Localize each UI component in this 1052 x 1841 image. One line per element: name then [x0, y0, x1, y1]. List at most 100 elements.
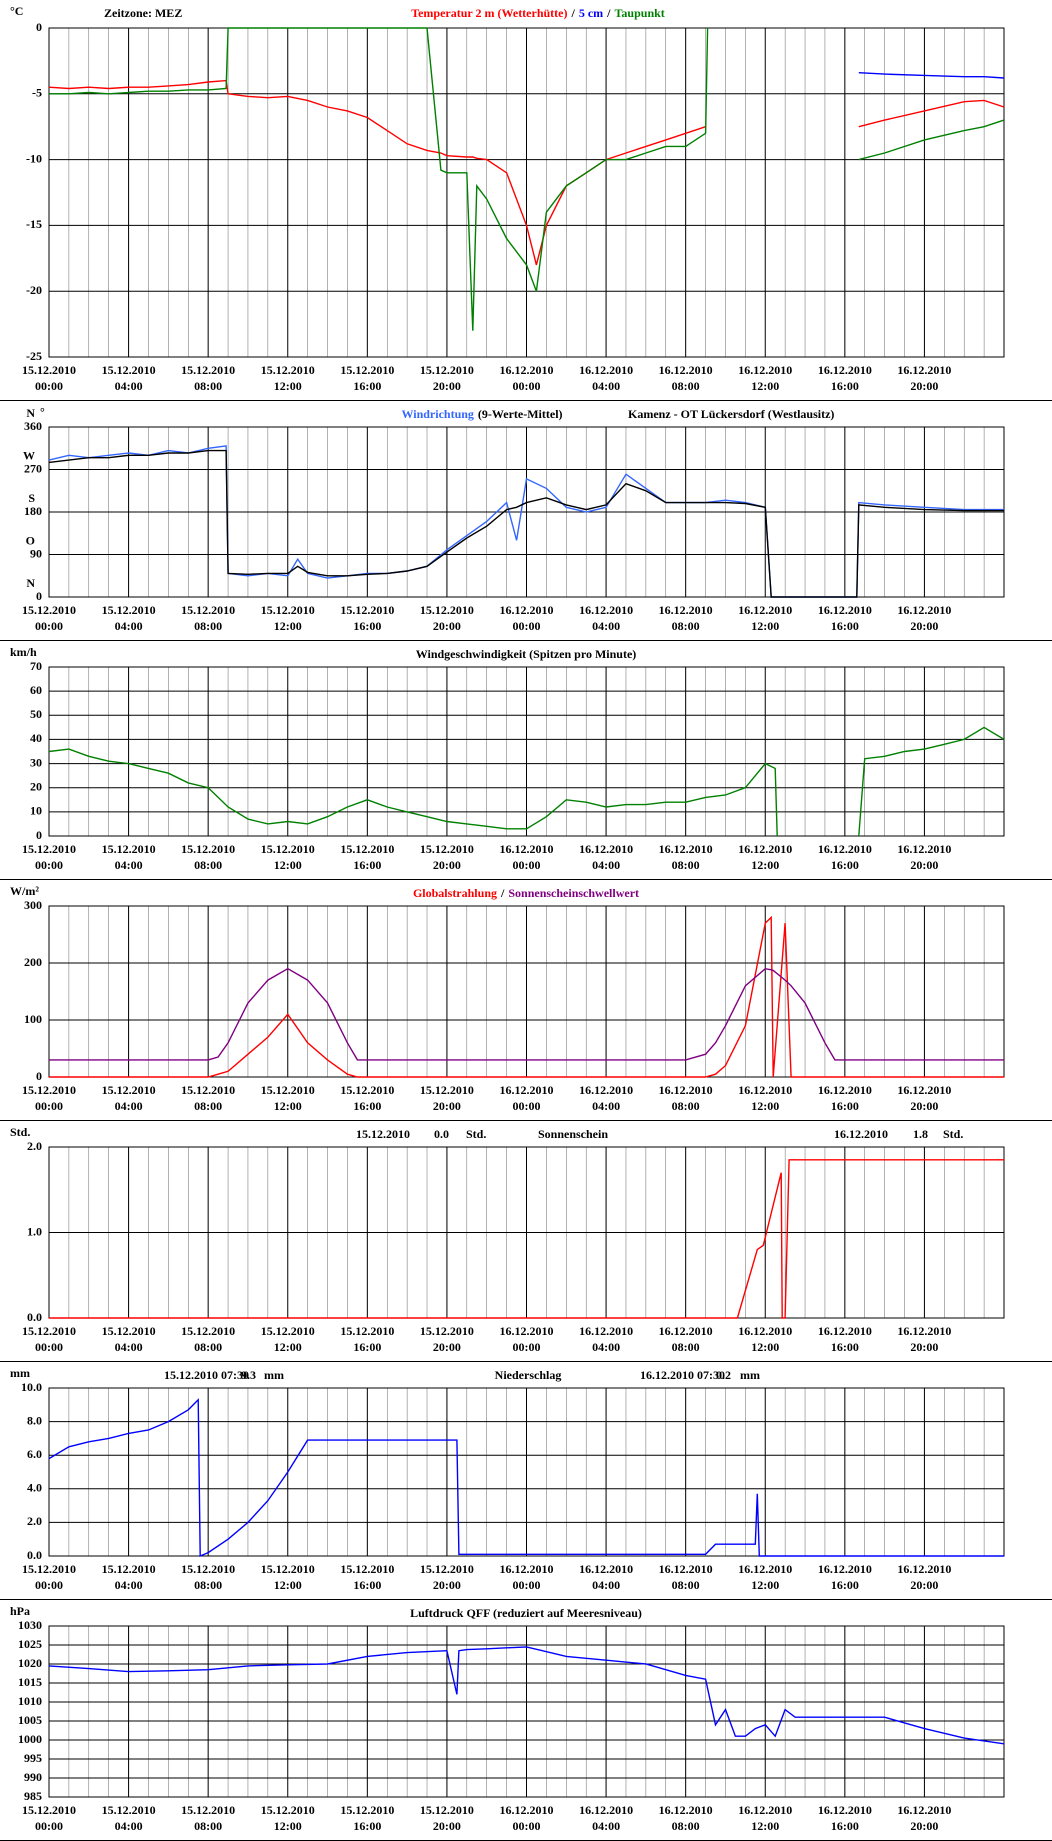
x-tick-label-line: 16:00	[831, 1819, 859, 1833]
y-tick-label: 0.0	[27, 1548, 42, 1562]
x-tick-label-line: 16.12.2010	[818, 1324, 872, 1338]
x-tick-label-line: 15.12.2010	[420, 363, 474, 377]
x-tick-label-line: 20:00	[910, 619, 938, 633]
x-tick-label-line: 15.12.2010	[102, 1083, 156, 1097]
chart-title: Luftdruck QFF (reduziert auf Meeresnivea…	[410, 1606, 642, 1620]
x-tick-label-line: 15.12.2010	[22, 1324, 76, 1338]
x-tick-label-line: 20:00	[433, 619, 461, 633]
x-tick-label-line: 16.12.2010	[659, 363, 713, 377]
x-tick-label-line: 16:00	[353, 1819, 381, 1833]
x-tick-label-line: 16.12.2010	[738, 603, 792, 617]
x-tick-label-line: 20:00	[910, 1819, 938, 1833]
x-tick-label: 15.12.2010 08:00	[181, 842, 235, 872]
x-tick-label: 16.12.2010 16:00	[818, 1562, 872, 1592]
x-tick-label-line: 16.12.2010	[659, 1324, 713, 1338]
x-tick-label-line: 15.12.2010	[102, 1324, 156, 1338]
x-tick-label: 16.12.2010 20:00	[897, 1324, 951, 1354]
x-tick-label-line: 08:00	[672, 1578, 700, 1592]
x-tick-label-line: 04:00	[115, 1578, 143, 1592]
x-tick-label-line: 16.12.2010	[659, 1562, 713, 1576]
legend-separator: /	[571, 6, 576, 20]
x-tick-label-line: 08:00	[672, 1819, 700, 1833]
x-tick-label-line: 16.12.2010	[897, 1562, 951, 1576]
x-tick-label: 15.12.2010 00:00	[22, 1562, 76, 1592]
x-tick-label: 15.12.2010 12:00	[261, 1562, 315, 1592]
series-line	[49, 1159, 1004, 1319]
y-tick-label: 990	[24, 1770, 42, 1784]
legend-separator: /	[606, 6, 611, 20]
x-tick-label-line: 16.12.2010	[500, 1083, 554, 1097]
summary-text: 0.2	[716, 1368, 731, 1382]
x-tick-label: 16.12.2010 08:00	[659, 842, 713, 872]
x-tick-label-line: 15.12.2010	[22, 1562, 76, 1576]
chart-title: Sonnenschein	[538, 1127, 608, 1141]
y-tick-label: 6.0	[27, 1447, 42, 1461]
x-tick-label: 16.12.2010 20:00	[897, 1803, 951, 1833]
series-line	[48, 1398, 1004, 1558]
x-tick-label-line: 08:00	[194, 1099, 222, 1113]
x-tick-label: 15.12.2010 16:00	[340, 1803, 394, 1833]
x-tick-label: 15.12.2010 12:00	[261, 1324, 315, 1354]
x-tick-label: 16.12.2010 00:00	[500, 363, 554, 393]
x-tick-label-line: 00:00	[513, 1340, 541, 1354]
series-line	[49, 27, 1005, 331]
x-tick-label-line: 12:00	[751, 858, 779, 872]
x-tick-label-line: 00:00	[513, 1578, 541, 1592]
x-tick-label-line: 15.12.2010	[420, 1083, 474, 1097]
x-tick-label-line: 04:00	[592, 1099, 620, 1113]
x-tick-label: 16.12.2010 12:00	[738, 1803, 792, 1833]
x-tick-label: 15.12.2010 08:00	[181, 1562, 235, 1592]
x-tick-label: 15.12.2010 08:00	[181, 1324, 235, 1354]
x-tick-label-line: 12:00	[274, 1578, 302, 1592]
x-tick-label: 16.12.2010 08:00	[659, 1803, 713, 1833]
x-tick-label-line: 00:00	[513, 379, 541, 393]
x-tick-label: 16.12.2010 12:00	[738, 1083, 792, 1113]
legend-entry: Sonnenscheinschwellwert	[508, 886, 639, 900]
x-tick-label-line: 08:00	[672, 858, 700, 872]
x-tick-label-line: 16.12.2010	[818, 1083, 872, 1097]
x-tick-label: 15.12.2010 20:00	[420, 1083, 474, 1113]
x-tick-label-line: 16:00	[831, 1578, 859, 1592]
x-tick-label-line: 12:00	[274, 379, 302, 393]
x-tick-label: 16.12.2010 20:00	[897, 1083, 951, 1113]
x-tick-label-line: 12:00	[274, 858, 302, 872]
x-tick-label: 16.12.2010 08:00	[659, 603, 713, 633]
x-tick-label-line: 12:00	[274, 619, 302, 633]
x-tick-label-line: 20:00	[433, 1340, 461, 1354]
x-tick-label-line: 08:00	[194, 858, 222, 872]
x-tick-label-line: 20:00	[433, 858, 461, 872]
y-tick-label: 1025	[18, 1637, 42, 1651]
compass-label: N	[26, 406, 35, 420]
x-tick-label: 15.12.2010 08:00	[181, 603, 235, 633]
series-line	[48, 449, 1004, 598]
x-tick-label: 15.12.2010 04:00	[102, 1324, 156, 1354]
x-tick-label: 16.12.2010 04:00	[579, 842, 633, 872]
summary-text: Std.	[943, 1127, 963, 1141]
x-tick-label-line: 15.12.2010	[102, 1803, 156, 1817]
y-tick-label: 0	[36, 20, 42, 34]
x-tick-label-line: 00:00	[35, 379, 63, 393]
y-tick-label: 2.0	[27, 1139, 42, 1153]
legend-separator: /	[500, 886, 505, 900]
unit-label: Std.	[10, 1125, 30, 1139]
legend-entry: (9-Werte-Mittel)	[478, 407, 563, 421]
summary-text: 15.12.2010	[356, 1127, 410, 1141]
x-tick-label: 15.12.2010 00:00	[22, 842, 76, 872]
x-tick-label: 15.12.2010 08:00	[181, 363, 235, 393]
legend-entry: Taupunkt	[615, 6, 665, 20]
x-tick-label: 15.12.2010 20:00	[420, 1803, 474, 1833]
x-tick-label-line: 15.12.2010	[181, 842, 235, 856]
summary-text: 9.3	[241, 1368, 256, 1382]
x-tick-label: 15.12.2010 04:00	[102, 842, 156, 872]
x-tick-label: 16.12.2010 04:00	[579, 1562, 633, 1592]
x-tick-label: 16.12.2010 12:00	[738, 842, 792, 872]
x-tick-label: 15.12.2010 00:00	[22, 1083, 76, 1113]
y-tick-label: 270	[24, 461, 42, 475]
x-tick-label-line: 12:00	[751, 1340, 779, 1354]
x-tick-label-line: 20:00	[433, 1819, 461, 1833]
y-tick-label: 70	[30, 659, 42, 673]
x-tick-label-line: 12:00	[751, 1099, 779, 1113]
y-tick-label: 50	[30, 707, 42, 721]
